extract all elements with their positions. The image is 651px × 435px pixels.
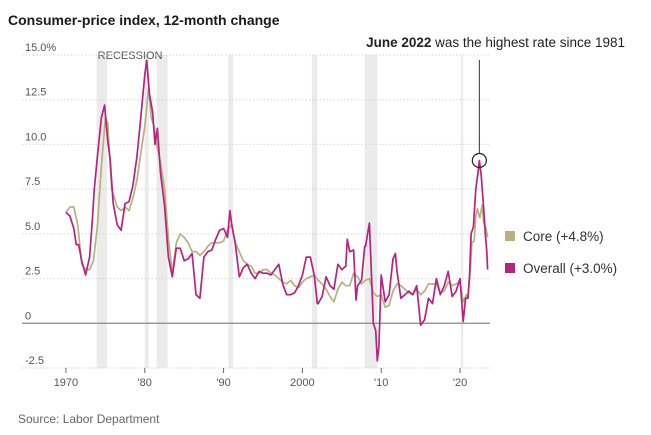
x-tick-label: 1970 bbox=[54, 377, 78, 389]
gridlines bbox=[22, 54, 490, 369]
annotation-text: June 2022 was the highest rate since 198… bbox=[366, 35, 625, 50]
legend: Core (+4.8%) Overall (+3.0%) bbox=[505, 229, 617, 276]
recession-band bbox=[144, 55, 149, 368]
series-lines bbox=[65, 59, 489, 362]
x-tick-label: '90 bbox=[216, 377, 230, 389]
y-tick-label: -2.5 bbox=[25, 355, 44, 367]
x-tick-label: '10 bbox=[374, 377, 388, 389]
y-tick-label: 12.5 bbox=[25, 87, 46, 99]
recession-label: RECESSION bbox=[98, 50, 163, 62]
annotation-bold-text: June 2022 bbox=[366, 35, 431, 50]
source-note: Source: Labor Department bbox=[18, 412, 160, 426]
annotation-marker-circle bbox=[471, 152, 487, 169]
y-tick-label: 10.0 bbox=[25, 131, 46, 143]
y-tick-label: 15.0% bbox=[25, 42, 56, 54]
legend-swatch-core bbox=[505, 231, 515, 241]
x-axis: 1970 '80 '90 2000 '10 '20 bbox=[54, 368, 467, 389]
recession-band bbox=[96, 55, 107, 368]
recession-band bbox=[311, 55, 318, 368]
x-tick-label: '20 bbox=[453, 377, 467, 389]
y-tick-label: 7.5 bbox=[25, 176, 40, 188]
y-tick-label: 0 bbox=[25, 310, 31, 322]
y-tick-label: 5.0 bbox=[25, 221, 40, 233]
legend-label-overall: Overall (+3.0%) bbox=[523, 261, 617, 276]
x-tick-label: '80 bbox=[138, 377, 152, 389]
recession-band bbox=[364, 55, 378, 368]
series-line-core bbox=[65, 86, 489, 309]
y-tick-label: 2.5 bbox=[25, 266, 40, 278]
annotation-rest-text: was the highest rate since 1981 bbox=[431, 35, 625, 50]
recession-band bbox=[156, 55, 168, 368]
chart-title: Consumer-price index, 12-month change bbox=[8, 12, 280, 28]
annotation: June 2022 was the highest rate since 198… bbox=[366, 35, 625, 154]
x-tick-label: 2000 bbox=[290, 377, 314, 389]
legend-swatch-overall bbox=[505, 263, 515, 273]
series-line-overall bbox=[65, 59, 489, 362]
legend-label-core: Core (+4.8%) bbox=[523, 229, 604, 244]
y-axis-tick-labels: -2.5 0 2.5 5.0 7.5 10.0 12.5 15.0% bbox=[25, 42, 56, 367]
recession-band bbox=[460, 55, 464, 368]
